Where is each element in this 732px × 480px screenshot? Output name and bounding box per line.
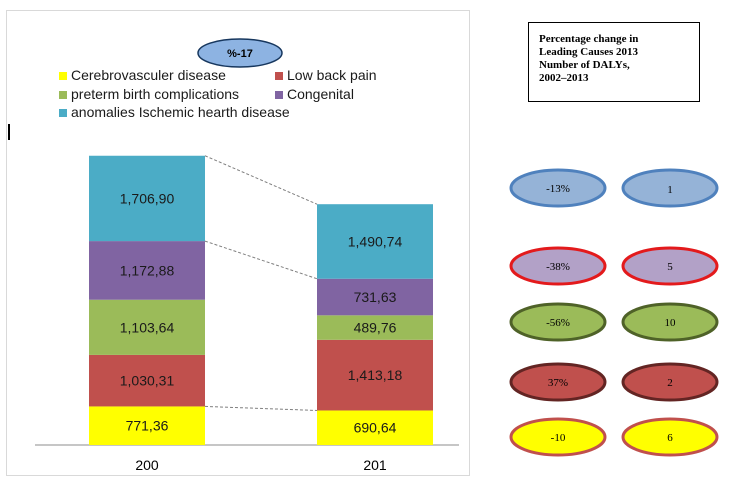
data-label: 1,706,90 xyxy=(120,190,175,206)
data-label: 1,103,64 xyxy=(120,319,175,335)
change-bubble-left xyxy=(509,302,607,342)
legend-swatch xyxy=(59,72,67,80)
bar-segment-low-back-pain xyxy=(317,339,433,411)
data-label: 771,36 xyxy=(126,418,169,434)
legend-swatch xyxy=(59,109,67,117)
legend-swatch xyxy=(59,91,67,99)
change-bubble-right xyxy=(621,302,719,342)
legend-entry: anomalies Ischemic hearth disease xyxy=(71,104,290,120)
legend-swatch xyxy=(275,72,283,80)
change-bubble-label: -56% xyxy=(546,317,570,329)
change-bubble-left xyxy=(509,362,607,402)
change-bubble-left xyxy=(509,246,607,286)
bar-segment-low-back-pain xyxy=(89,354,205,407)
legend-entry: Low back pain xyxy=(287,67,377,83)
change-bubble-label: 37% xyxy=(548,377,568,389)
x-tick-label: 200 xyxy=(135,457,159,473)
connector-line xyxy=(204,405,318,411)
bar-segment-congenital xyxy=(317,278,433,316)
bar-segment-cerebrovasculer-disease xyxy=(317,410,433,445)
data-label: 1,172,88 xyxy=(120,262,175,278)
annotation-label: %-17 xyxy=(227,48,253,60)
legend-entry: Congenital xyxy=(287,86,354,102)
data-label: 1,030,31 xyxy=(120,373,175,389)
annotation-ellipse xyxy=(197,38,283,68)
change-bubble-label: 2 xyxy=(667,377,673,389)
change-bubble-left xyxy=(509,417,607,457)
connector-line xyxy=(204,155,318,205)
change-bubble-label: 10 xyxy=(665,317,677,329)
bar-segment-preterm-birth-complications xyxy=(89,299,205,355)
data-label: 731,63 xyxy=(354,289,397,305)
info-line: Percentage change in xyxy=(539,33,639,45)
change-bubble-label: 5 xyxy=(667,261,673,273)
change-bubble-right xyxy=(621,362,719,402)
data-label: 690,64 xyxy=(354,420,397,436)
x-tick-label: 201 xyxy=(363,457,387,473)
info-box: Percentage change in Leading Causes 2013… xyxy=(528,22,700,102)
change-bubble-label: 1 xyxy=(667,184,673,196)
change-bubble-right xyxy=(621,168,719,208)
bar-segment-preterm-birth-complications xyxy=(317,315,433,340)
change-bubble-label: -10 xyxy=(551,432,566,444)
text-cursor-mark xyxy=(8,124,10,140)
info-line: 2002–2013 xyxy=(539,72,589,84)
change-bubble-right xyxy=(621,417,719,457)
change-bubble-left xyxy=(509,168,607,208)
bar-segment-anomalies-ischemic-hearth-disease xyxy=(89,155,205,242)
chart-frame: 771,36 1,030,31 1,103,64 1,172,88 1,706,90 69… xyxy=(6,10,470,476)
change-bubble-label: -13% xyxy=(546,183,570,195)
change-bubble-right xyxy=(621,246,719,286)
change-bubble-label: -38% xyxy=(546,261,570,273)
legend-entry: Cerebrovasculer disease xyxy=(71,67,226,83)
data-label: 1,490,74 xyxy=(348,233,403,249)
info-line: Number of DALYs, xyxy=(539,59,630,71)
data-label: 489,76 xyxy=(354,320,397,336)
legend-entry: preterm birth complications xyxy=(71,86,239,102)
stacked-bar-chart: 771,36 1,030,31 1,103,64 1,172,88 1,706,90 69… xyxy=(35,38,459,473)
data-label: 1,413,18 xyxy=(348,367,403,383)
change-bubble-label: 6 xyxy=(667,432,673,444)
bar-segment-congenital xyxy=(89,241,205,300)
info-line: Leading Causes 2013 xyxy=(539,46,639,58)
bar-segment-anomalies-ischemic-hearth-disease xyxy=(317,204,433,279)
bar-segment-cerebrovasculer-disease xyxy=(89,406,205,445)
legend-swatch xyxy=(275,91,283,99)
